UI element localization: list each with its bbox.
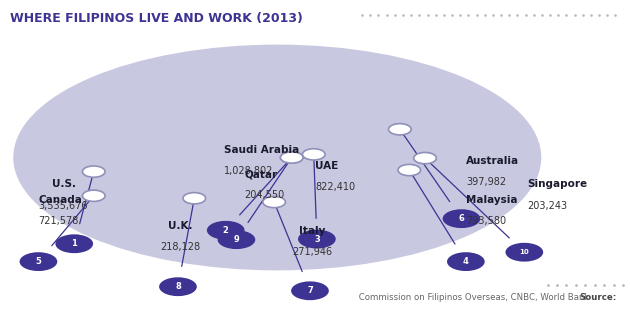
Circle shape	[55, 234, 93, 253]
Text: Commission on Filipinos Overseas, CNBC, World Bank: Commission on Filipinos Overseas, CNBC, …	[356, 293, 590, 302]
Text: 204,550: 204,550	[244, 191, 285, 200]
Text: 4: 4	[463, 257, 469, 266]
Text: 397,982: 397,982	[466, 177, 506, 187]
Circle shape	[207, 221, 244, 240]
Text: Canada: Canada	[38, 195, 83, 205]
Text: 793,580: 793,580	[466, 216, 506, 226]
Text: Malaysia: Malaysia	[466, 195, 517, 205]
Text: 1: 1	[71, 239, 77, 248]
Text: U.S.: U.S.	[52, 180, 76, 190]
Text: 3,535,676: 3,535,676	[39, 201, 88, 211]
Text: 9: 9	[234, 235, 239, 244]
Circle shape	[263, 196, 285, 208]
Text: 7: 7	[307, 286, 313, 295]
Text: Singapore: Singapore	[527, 180, 588, 190]
Circle shape	[398, 164, 421, 176]
Text: 822,410: 822,410	[315, 182, 355, 192]
Circle shape	[280, 152, 303, 163]
Circle shape	[302, 149, 325, 160]
Text: 3: 3	[314, 235, 320, 243]
Ellipse shape	[13, 45, 541, 270]
Text: 218,128: 218,128	[160, 242, 200, 252]
Text: 10: 10	[520, 249, 529, 255]
Circle shape	[217, 230, 255, 249]
Circle shape	[20, 252, 57, 271]
Text: Qatar: Qatar	[244, 169, 278, 179]
Text: 271,946: 271,946	[292, 247, 332, 257]
Text: 2: 2	[223, 226, 229, 235]
Circle shape	[291, 281, 329, 300]
Circle shape	[183, 193, 205, 204]
Text: UAE: UAE	[315, 161, 338, 171]
Text: WHERE FILIPINOS LIVE AND WORK (2013): WHERE FILIPINOS LIVE AND WORK (2013)	[10, 12, 303, 25]
Text: U.K.: U.K.	[168, 221, 192, 231]
Circle shape	[505, 243, 543, 262]
Text: Italy: Italy	[299, 226, 325, 236]
Text: 6: 6	[459, 214, 464, 223]
Text: Source:: Source:	[580, 293, 617, 302]
Text: 5: 5	[35, 257, 42, 266]
Text: 8: 8	[175, 282, 181, 291]
Text: Saudi Arabia: Saudi Arabia	[224, 145, 299, 155]
Text: 1,028,802: 1,028,802	[224, 166, 273, 176]
Circle shape	[83, 190, 105, 201]
Circle shape	[159, 277, 197, 296]
Circle shape	[447, 252, 484, 271]
Circle shape	[443, 209, 480, 228]
Circle shape	[83, 166, 105, 177]
Circle shape	[280, 152, 303, 163]
Circle shape	[298, 230, 336, 249]
Circle shape	[414, 152, 437, 164]
Text: 203,243: 203,243	[527, 201, 568, 211]
Circle shape	[389, 123, 411, 135]
Text: Australia: Australia	[466, 156, 519, 166]
Text: 721,578: 721,578	[38, 216, 79, 226]
